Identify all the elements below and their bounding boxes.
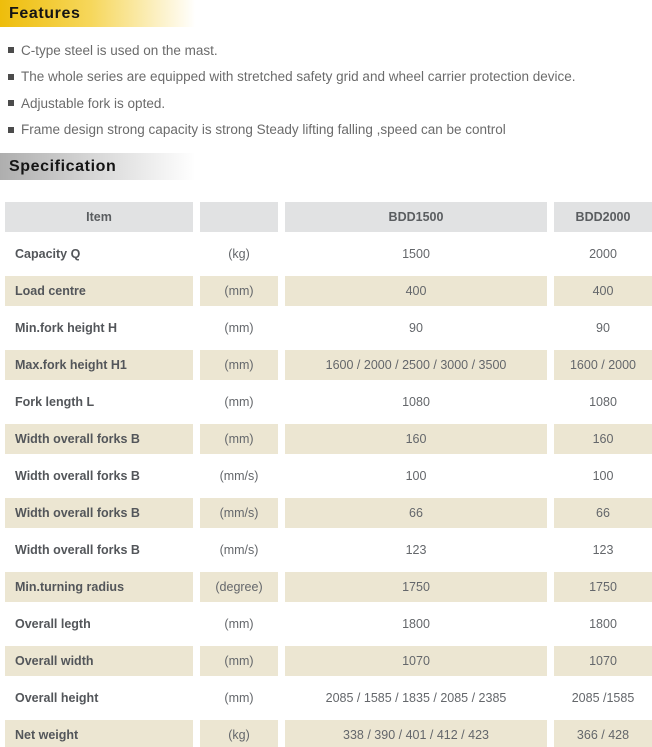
row-bdd1500: 338 / 390 / 401 / 412 / 423 <box>285 720 547 747</box>
row-label: Net weight <box>5 720 193 747</box>
row-label: Width overall forks B <box>15 543 140 557</box>
row-bdd1500: 400 <box>285 276 547 306</box>
specification-title: Specification <box>9 157 117 175</box>
row-label: Overall legth <box>15 617 91 631</box>
feature-text: Adjustable fork is opted. <box>21 95 166 111</box>
feature-text: The whole series are equipped with stret… <box>21 69 576 85</box>
row-bdd2000: 90 <box>596 321 610 335</box>
row-bdd1500: 1500 <box>402 247 430 261</box>
features-title: Features <box>9 4 81 22</box>
specification-section-header: Specification <box>0 153 652 180</box>
column-header-bdd1500: BDD1500 <box>285 202 547 232</box>
row-bdd1500: 90 <box>409 321 423 335</box>
row-bdd1500: 1070 <box>285 646 547 676</box>
row-unit: (mm) <box>224 395 254 409</box>
feature-text: C-type steel is used on the mast. <box>21 42 218 58</box>
row-label: Width overall forks B <box>5 424 193 454</box>
feature-item: The whole series are equipped with stret… <box>8 64 652 91</box>
row-label: Min.fork height H <box>15 321 118 335</box>
row-unit: (degree) <box>200 572 278 602</box>
feature-text: Frame design strong capacity is strong S… <box>21 122 506 138</box>
row-bdd1500: 1080 <box>402 395 430 409</box>
column-header-bdd2000: BDD2000 <box>554 202 652 232</box>
bullet-square-icon <box>8 126 14 133</box>
row-bdd2000: 1070 <box>554 646 652 676</box>
bullet-square-icon <box>8 73 14 80</box>
row-unit: (mm) <box>200 646 278 676</box>
row-bdd1500: 123 <box>405 543 427 557</box>
row-unit: (mm) <box>224 691 254 705</box>
row-unit: (kg) <box>200 720 278 747</box>
row-label: Max.fork height H1 <box>5 350 193 380</box>
row-bdd1500: 2085 / 1585 / 1835 / 2085 / 2385 <box>325 691 507 705</box>
row-bdd2000: 1750 <box>554 572 652 602</box>
row-bdd2000: 1800 <box>589 617 617 631</box>
row-label: Min.turning radius <box>5 572 193 602</box>
row-bdd2000: 1080 <box>589 395 617 409</box>
row-unit: (mm/s) <box>219 543 259 557</box>
row-bdd1500: 66 <box>285 498 547 528</box>
bullet-square-icon <box>8 100 14 107</box>
row-bdd2000: 2085 /1585 <box>571 691 635 705</box>
row-bdd1500: 1800 <box>402 617 430 631</box>
row-unit: (mm) <box>200 276 278 306</box>
row-bdd2000: 100 <box>592 469 614 483</box>
row-label: Load centre <box>5 276 193 306</box>
row-label: Overall width <box>5 646 193 676</box>
row-bdd2000: 1600 / 2000 <box>554 350 652 380</box>
row-bdd1500: 1600 / 2000 / 2500 / 3000 / 3500 <box>285 350 547 380</box>
row-bdd1500: 160 <box>285 424 547 454</box>
bullet-square-icon <box>8 47 14 54</box>
feature-list: C-type steel is used on the mast. The wh… <box>8 37 652 143</box>
row-label: Overall height <box>15 691 99 705</box>
row-bdd1500: 1750 <box>285 572 547 602</box>
feature-item: C-type steel is used on the mast. <box>8 37 652 64</box>
feature-item: Frame design strong capacity is strong S… <box>8 117 652 144</box>
row-unit: (kg) <box>228 247 250 261</box>
specification-table: Item BDD1500 BDD2000 Capacity Q (kg) 150… <box>5 202 652 747</box>
row-label: Width overall forks B <box>15 469 140 483</box>
row-unit: (mm) <box>224 321 254 335</box>
row-bdd2000: 160 <box>554 424 652 454</box>
row-label: Fork length L <box>15 395 95 409</box>
row-bdd2000: 400 <box>554 276 652 306</box>
features-section-header: Features <box>0 0 652 27</box>
row-bdd2000: 366 / 428 <box>554 720 652 747</box>
row-bdd1500: 100 <box>405 469 427 483</box>
row-unit: (mm) <box>224 617 254 631</box>
feature-item: Adjustable fork is opted. <box>8 90 652 117</box>
row-unit: (mm) <box>200 350 278 380</box>
column-header-item: Item <box>5 202 193 232</box>
row-bdd2000: 66 <box>554 498 652 528</box>
row-unit: (mm/s) <box>219 469 259 483</box>
row-bdd2000: 123 <box>592 543 614 557</box>
row-unit: (mm/s) <box>200 498 278 528</box>
row-bdd2000: 2000 <box>589 247 617 261</box>
row-label: Width overall forks B <box>5 498 193 528</box>
column-header-unit <box>200 202 278 232</box>
row-unit: (mm) <box>200 424 278 454</box>
row-label: Capacity Q <box>15 247 81 261</box>
